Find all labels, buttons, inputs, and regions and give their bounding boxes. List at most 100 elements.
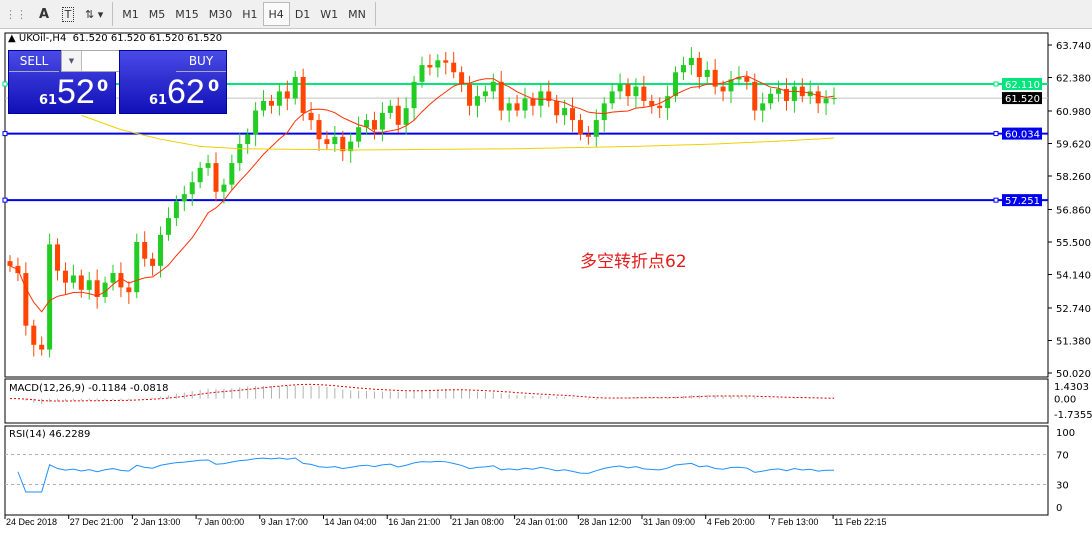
buy-button[interactable]: BUY 61 62 0 bbox=[119, 50, 227, 114]
candle-body bbox=[261, 100, 267, 111]
candle-body bbox=[324, 139, 330, 144]
price-axis-label: 56.860 bbox=[1056, 205, 1091, 216]
candle bbox=[427, 54, 433, 76]
candle-body bbox=[728, 79, 734, 92]
candle bbox=[791, 80, 797, 113]
candle-body bbox=[807, 91, 813, 97]
candle-body bbox=[55, 244, 61, 271]
candle-body bbox=[498, 81, 504, 111]
candle bbox=[245, 128, 251, 154]
text-label-tool-button[interactable]: T bbox=[56, 2, 80, 26]
line-handle bbox=[993, 81, 999, 87]
candle bbox=[276, 83, 282, 116]
candle bbox=[55, 238, 61, 281]
timeframe-h1[interactable]: H1 bbox=[242, 7, 258, 21]
sell-price-big: 52 bbox=[57, 73, 95, 111]
chart-title: ▲ UKOil-,H4 61.520 61.520 61.520 61.520 bbox=[8, 33, 223, 44]
grip-icon: ⋮⋮ bbox=[5, 7, 27, 21]
candle bbox=[617, 73, 623, 100]
candle-body bbox=[538, 91, 544, 106]
candle bbox=[213, 152, 219, 202]
candle-body bbox=[403, 108, 409, 125]
candle bbox=[546, 80, 552, 107]
candle-body bbox=[696, 57, 702, 78]
candle bbox=[704, 61, 710, 84]
candle bbox=[585, 126, 591, 145]
divider bbox=[112, 2, 114, 26]
candle bbox=[736, 66, 742, 86]
timeframe-bar: M1 M5 M15 M30 H1 H4 D1 W1 MN bbox=[117, 2, 371, 26]
candle-body bbox=[554, 100, 560, 116]
candle bbox=[419, 56, 425, 88]
rsi-axis-label: 70 bbox=[1056, 451, 1069, 462]
timeframe-h4[interactable]: H4 bbox=[262, 2, 290, 26]
candle-body bbox=[62, 270, 68, 283]
candle bbox=[720, 80, 726, 102]
candle-body bbox=[332, 136, 338, 144]
candle-body bbox=[364, 120, 370, 128]
candle-body bbox=[831, 98, 837, 100]
candle bbox=[459, 66, 465, 93]
candle-body bbox=[665, 96, 671, 109]
macd-axis-label: 1.4303 bbox=[1054, 382, 1089, 393]
price-axis-label: 54.140 bbox=[1056, 271, 1091, 282]
candle bbox=[411, 75, 417, 120]
time-axis-label: 24 Jan 01:00 bbox=[516, 517, 568, 527]
timeframe-m1[interactable]: M1 bbox=[122, 7, 139, 21]
candle bbox=[776, 80, 782, 102]
candle bbox=[649, 94, 655, 114]
lot-decrease-button[interactable]: ▼ bbox=[62, 51, 82, 71]
line-price-tag bbox=[1002, 77, 1042, 90]
buy-price-point: 0 bbox=[208, 76, 220, 95]
candle bbox=[387, 99, 393, 119]
time-axis-label: 7 Feb 13:00 bbox=[770, 517, 818, 527]
candle bbox=[70, 264, 76, 289]
candle bbox=[316, 114, 322, 151]
candle-body bbox=[31, 325, 37, 345]
candle bbox=[625, 78, 631, 106]
ohlc-values: 61.520 61.520 61.520 61.520 bbox=[72, 33, 223, 44]
timeframe-mn[interactable]: MN bbox=[348, 7, 366, 21]
timeframe-w1[interactable]: W1 bbox=[320, 7, 339, 21]
candle-body bbox=[268, 100, 274, 106]
candle bbox=[467, 75, 473, 116]
candle bbox=[633, 78, 639, 108]
macd-pane-frame bbox=[4, 378, 1049, 424]
candle-body bbox=[348, 141, 354, 152]
text-tool-button[interactable]: A bbox=[38, 6, 50, 22]
candle bbox=[134, 233, 140, 299]
time-axis-label: 7 Jan 00:00 bbox=[197, 517, 244, 527]
candle-body bbox=[435, 60, 441, 68]
time-axis-label: 11 Feb 22:15 bbox=[834, 517, 886, 527]
line-handle bbox=[993, 197, 999, 203]
candle-body bbox=[490, 81, 496, 92]
candle bbox=[403, 97, 409, 135]
candle bbox=[261, 90, 267, 117]
candle-body bbox=[237, 143, 243, 164]
candle-body bbox=[165, 218, 171, 235]
main-pane-frame bbox=[4, 32, 1049, 378]
candle-body bbox=[823, 98, 829, 104]
candle bbox=[538, 83, 544, 118]
timeframe-d1[interactable]: D1 bbox=[294, 7, 311, 21]
candle-body bbox=[625, 84, 631, 97]
time-axis-label: 31 Jan 09:00 bbox=[643, 517, 695, 527]
timeframe-m15[interactable]: M15 bbox=[175, 7, 199, 21]
time-axis-label: 2 Jan 13:00 bbox=[133, 517, 180, 527]
candle bbox=[181, 185, 187, 212]
arrows-tool-button[interactable]: ⇅ ▾ bbox=[85, 7, 104, 21]
candle bbox=[823, 90, 829, 116]
time-axis-label: 9 Jan 17:00 bbox=[261, 517, 308, 527]
timeframe-m30[interactable]: M30 bbox=[208, 7, 233, 21]
candle-body bbox=[673, 72, 679, 97]
candle-body bbox=[181, 194, 187, 202]
divider bbox=[374, 2, 376, 26]
timeframe-m5[interactable]: M5 bbox=[148, 7, 166, 21]
candle bbox=[158, 226, 164, 278]
candle-body bbox=[704, 69, 710, 78]
candle bbox=[554, 94, 560, 124]
candle-body bbox=[387, 105, 393, 113]
candle bbox=[86, 271, 92, 300]
candle-body bbox=[189, 182, 195, 195]
line-price-tag bbox=[1002, 127, 1042, 140]
